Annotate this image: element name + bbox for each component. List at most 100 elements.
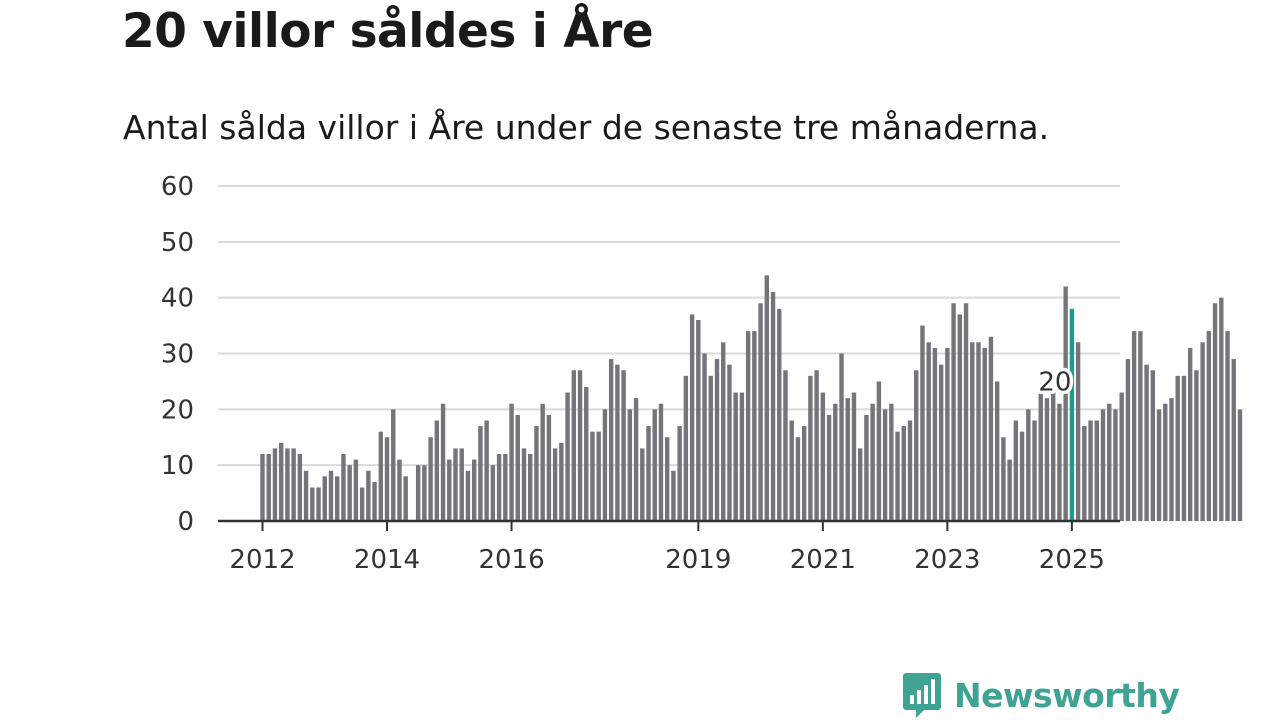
bar <box>490 465 496 521</box>
bar <box>664 437 670 521</box>
bar <box>733 392 738 521</box>
bar <box>1051 387 1056 521</box>
bar <box>1019 431 1025 521</box>
bar <box>316 487 321 521</box>
bar <box>938 364 944 521</box>
bar <box>602 409 608 521</box>
bar <box>297 454 303 521</box>
bar <box>559 442 564 521</box>
bar <box>503 454 508 521</box>
chart-subtitle: Antal sålda villor i Åre under de senast… <box>123 108 1050 147</box>
bar <box>914 370 919 521</box>
bar <box>384 437 390 521</box>
y-tick-label: 50 <box>161 228 194 258</box>
bar <box>428 437 433 521</box>
chart-title: 20 villor såldes i Åre <box>122 4 654 59</box>
bar <box>901 426 906 521</box>
bar <box>615 364 620 521</box>
bar <box>1219 297 1224 521</box>
bar <box>1175 375 1180 521</box>
bar <box>988 336 994 521</box>
bar <box>391 409 396 521</box>
bar <box>826 414 832 521</box>
y-tick-label: 40 <box>161 284 194 314</box>
bar <box>459 448 464 521</box>
bar <box>1063 286 1068 521</box>
bar <box>347 465 352 521</box>
x-tick-label: 2016 <box>478 545 544 575</box>
bar <box>795 437 801 521</box>
bar <box>1131 331 1137 521</box>
bar <box>1032 420 1037 521</box>
bar <box>552 448 558 521</box>
bar <box>1082 426 1087 521</box>
bar <box>1150 370 1156 521</box>
bar <box>770 292 776 521</box>
bar <box>1187 347 1193 521</box>
bar <box>839 353 844 521</box>
bar <box>926 342 931 521</box>
bar <box>702 353 707 521</box>
bar <box>403 476 408 521</box>
bar <box>889 403 894 521</box>
bar <box>633 398 639 521</box>
bar <box>478 426 483 521</box>
bar <box>465 470 471 521</box>
bar <box>515 414 520 521</box>
bar <box>447 459 452 521</box>
bar <box>1194 370 1199 521</box>
bar <box>1138 331 1143 521</box>
bar <box>590 431 595 521</box>
bar <box>496 454 502 521</box>
bar <box>1156 409 1162 521</box>
x-tick-label: 2014 <box>354 545 420 575</box>
bar <box>584 387 589 521</box>
bar <box>1044 398 1050 521</box>
bar <box>920 325 925 521</box>
bar <box>1144 364 1149 521</box>
bar <box>833 403 838 521</box>
newsworthy-logo-text: Newsworthy <box>954 675 1180 715</box>
bar <box>608 359 614 521</box>
bar <box>1225 331 1230 521</box>
bar <box>521 448 527 521</box>
bar <box>303 470 309 521</box>
bar <box>870 403 875 521</box>
bar <box>857 448 863 521</box>
bar <box>546 414 552 521</box>
bar <box>378 431 383 521</box>
x-tick-label: 2012 <box>229 545 295 575</box>
bar <box>671 470 676 521</box>
bar <box>801 426 807 521</box>
x-tick-label: 2025 <box>1039 545 1105 575</box>
bar <box>1013 420 1019 521</box>
bar <box>1212 303 1218 521</box>
bar <box>1206 331 1212 521</box>
bar <box>397 459 402 521</box>
bar <box>310 487 315 521</box>
bar <box>658 403 664 521</box>
y-tick-label: 30 <box>161 340 194 370</box>
bar <box>683 375 689 521</box>
bar <box>932 347 938 521</box>
highlight-value-label: 20 <box>1038 367 1071 397</box>
bar <box>322 476 327 521</box>
bar <box>434 420 440 521</box>
bar <box>534 426 539 521</box>
bar <box>727 364 732 521</box>
bar <box>907 420 913 521</box>
bar <box>777 308 782 521</box>
bar <box>1231 359 1236 521</box>
bar <box>895 431 900 521</box>
bar <box>963 303 969 521</box>
bar <box>335 476 340 521</box>
y-tick-label: 60 <box>161 172 194 202</box>
y-tick-label: 0 <box>177 507 194 537</box>
bar <box>696 320 701 521</box>
bar <box>509 403 514 521</box>
x-tick-label: 2019 <box>665 545 731 575</box>
bar <box>1200 342 1205 521</box>
bar <box>1163 403 1168 521</box>
bar <box>957 314 963 521</box>
newsworthy-logo: Newsworthy <box>902 671 1180 719</box>
